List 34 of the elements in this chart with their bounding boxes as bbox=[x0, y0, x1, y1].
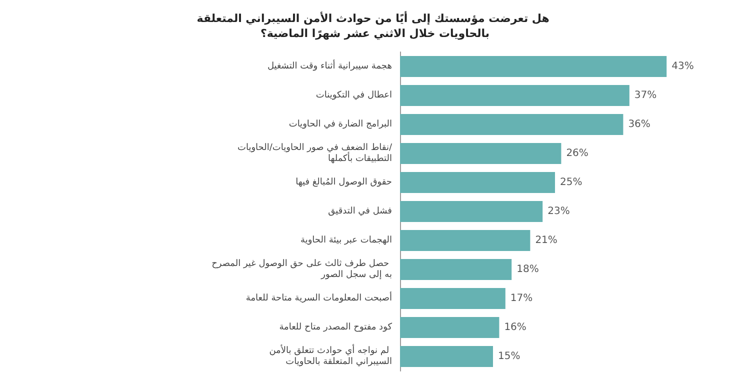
data-label: 36% bbox=[628, 119, 650, 130]
data-label: 25% bbox=[560, 177, 582, 188]
bar bbox=[400, 288, 506, 309]
bar bbox=[400, 317, 500, 338]
bar bbox=[400, 172, 555, 193]
y-tick-label: فشل في التدقيق bbox=[328, 206, 392, 216]
data-label: 23% bbox=[548, 206, 570, 217]
y-tick-label: حقوق الوصول المُبالغ فيها bbox=[296, 178, 392, 188]
data-label: 17% bbox=[510, 293, 533, 304]
y-tick-label: البرامج الضارة في الحاويات bbox=[288, 120, 392, 130]
bar bbox=[400, 114, 624, 135]
data-label: 26% bbox=[566, 148, 588, 159]
bar bbox=[400, 85, 630, 106]
y-tick-label: أصبحت المعلومات السرية متاحة للعامة bbox=[246, 292, 392, 304]
y-tick-label: كود مفتوح المصدر متاح للعامة bbox=[279, 322, 393, 332]
y-tick-label: نقاط الضعف في صور الحاويات/الحاويات/التطبيقات بأكملها bbox=[237, 143, 393, 164]
y-tick-label: حصل طرف ثالث على حق الوصول غير المصرح به إلى سجل الصور bbox=[212, 259, 392, 280]
y-tick-label: الهجمات عبر بيئة الحاوية bbox=[300, 236, 392, 246]
bar bbox=[400, 143, 562, 164]
bar bbox=[400, 346, 493, 367]
y-tick-label: هجمة سيبرانية أثناء وقت التشغيل bbox=[267, 60, 392, 72]
data-label: 43% bbox=[672, 61, 694, 72]
bar bbox=[400, 201, 543, 222]
bar bbox=[400, 259, 512, 280]
data-label: 16% bbox=[504, 322, 526, 333]
chart-title: هل تعرضت مؤسستك إلى أيًا من حوادث الأمن السيبراني المتعلقة بالحاويات خلال الاثني عشر شهرًا الماضية؟ bbox=[196, 11, 554, 40]
y-tick-label: لم نواجه أي حوادث تتعلق بالأمن السيبراني المتعلقة بالحاويات bbox=[269, 344, 392, 367]
data-label: 21% bbox=[535, 235, 558, 246]
data-label: 37% bbox=[634, 90, 657, 101]
data-label: 15% bbox=[498, 351, 520, 362]
bar bbox=[400, 56, 667, 77]
data-label: 18% bbox=[516, 264, 539, 275]
y-tick-label: اعطال في التكوينات bbox=[316, 90, 392, 100]
bar bbox=[400, 230, 530, 251]
